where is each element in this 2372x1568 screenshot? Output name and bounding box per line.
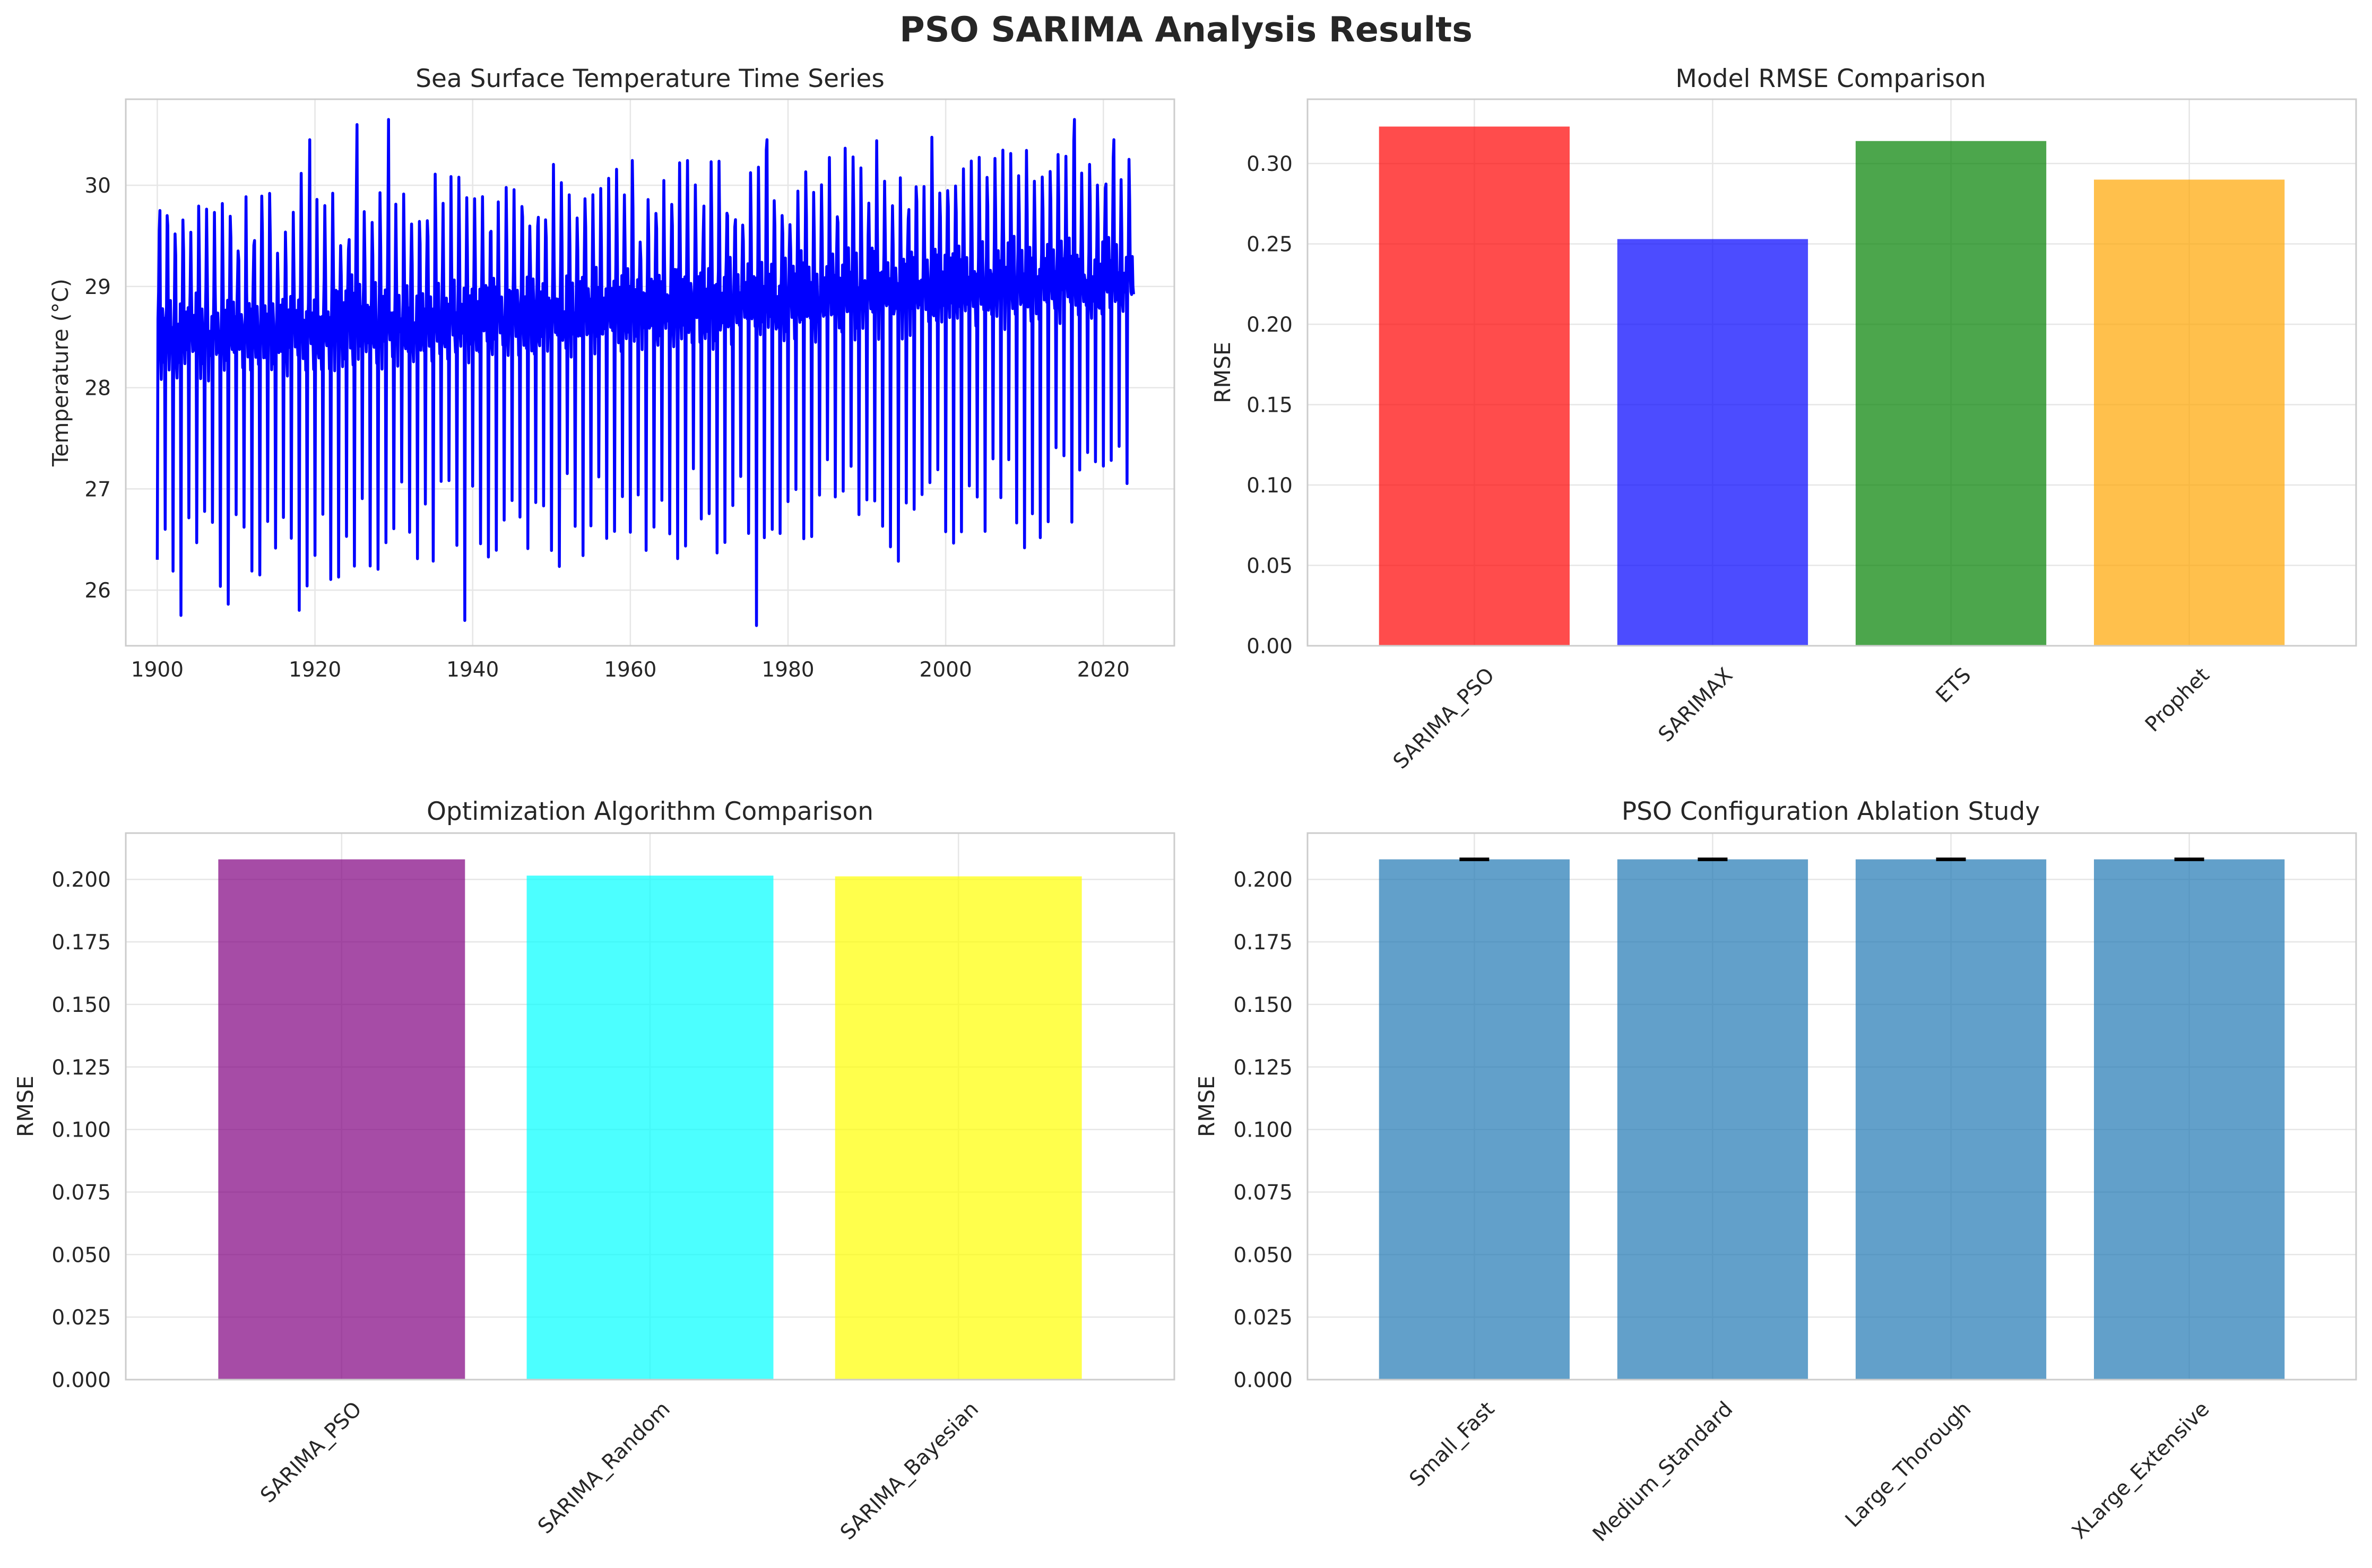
ablation-errorbar <box>2174 857 2204 861</box>
model-rmse-xtick-label: SARIMA_PSO <box>1389 663 1499 774</box>
ablation-title: PSO Configuration Ablation Study <box>1622 797 2040 826</box>
opt-algo-ytick-label: 0.000 <box>51 1368 111 1392</box>
opt-algo-ytick-label: 0.175 <box>51 931 111 955</box>
model-rmse-frame <box>1306 98 2357 647</box>
model-rmse-bar-ets <box>1855 141 2047 646</box>
model-rmse-title: Model RMSE Comparison <box>1675 64 1986 93</box>
ablation-ytick-label: 0.200 <box>1233 868 1293 892</box>
opt-algo-ytick-label: 0.025 <box>51 1306 111 1330</box>
ablation-xtick-label: Small_Fast <box>1405 1397 1500 1492</box>
ablation-bar-medium-standard <box>1617 859 1808 1380</box>
sst-xtick-label: 2000 <box>920 658 972 682</box>
sst-ytick-label: 30 <box>84 174 111 198</box>
model-rmse-ytick-label: 0.30 <box>1246 152 1293 176</box>
opt-algo-bar-sarima-pso <box>218 859 465 1380</box>
ablation-bar-large-thorough <box>1855 859 2047 1380</box>
model-rmse-ytick-label: 0.05 <box>1246 555 1293 578</box>
opt-algo-ytick-label: 0.100 <box>51 1119 111 1142</box>
model-rmse-ytick-label: 0.10 <box>1246 474 1293 498</box>
sst-ticks: 1900 1920 1940 1960 1980 2000 2020 26 27 28 29 30 <box>84 174 1130 682</box>
opt-algo-ytick-label: 0.125 <box>51 1056 111 1080</box>
opt-algo-ytick-label: 0.075 <box>51 1181 111 1205</box>
ablation-ytick-label: 0.000 <box>1233 1368 1293 1392</box>
model-rmse-bar-sarimax <box>1617 239 1808 646</box>
ablation-errorbar <box>1459 857 1490 861</box>
opt-algo-xtick-label: SARIMA_PSO <box>256 1397 366 1508</box>
ablation-errorbar <box>1698 857 1728 861</box>
model-rmse-panel: Model RMSE Comparison 0.00 0.05 0.10 0.15 0.… <box>1210 64 2357 774</box>
model-rmse-ytick-label: 0.15 <box>1246 394 1293 418</box>
sst-ytick-label: 29 <box>84 275 111 299</box>
model-rmse-ytick-label: 0.25 <box>1246 233 1293 257</box>
ablation-ytick-label: 0.100 <box>1233 1119 1293 1142</box>
model-rmse-ylabel: RMSE <box>1210 342 1235 403</box>
ablation-xtick-label: XLarge_Extensive <box>2067 1397 2214 1544</box>
opt-algo-title: Optimization Algorithm Comparison <box>427 797 873 826</box>
ablation-ylabel: RMSE <box>1194 1076 1219 1137</box>
ablation-ytick-label: 0.175 <box>1233 931 1293 955</box>
ablation-panel: PSO Configuration Ablation Study 0.000 0.… <box>1194 797 2357 1546</box>
ablation-ytick-label: 0.150 <box>1233 993 1293 1017</box>
model-rmse-xtick-label: SARIMAX <box>1654 663 1738 747</box>
model-rmse-bars <box>1379 126 2285 646</box>
sst-line <box>155 118 1135 627</box>
opt-algo-ylabel: RMSE <box>13 1076 38 1137</box>
ablation-ytick-label: 0.125 <box>1233 1056 1293 1080</box>
model-rmse-ytick-label: 0.00 <box>1246 635 1293 659</box>
opt-algo-bar-sarima-bayesian <box>835 876 1082 1380</box>
ablation-bars <box>1379 857 2285 1380</box>
opt-algo-bars <box>218 859 1082 1380</box>
ablation-frame <box>1306 832 2357 1381</box>
sst-ytick-label: 26 <box>84 579 111 603</box>
model-rmse-bar-sarima-pso <box>1379 126 1570 646</box>
sst-panel: Sea Surface Temperature Time Series 1900… <box>48 64 1175 682</box>
ablation-ytick-label: 0.075 <box>1233 1181 1293 1205</box>
opt-algo-panel: Optimization Algorithm Comparison 0.000 0… <box>13 797 1175 1545</box>
ablation-bar-xlarge-extensive <box>2094 859 2285 1380</box>
sst-ylabel: Temperature (°C) <box>48 279 73 467</box>
model-rmse-xtick-label: Prophet <box>2141 663 2214 737</box>
opt-algo-ytick-label: 0.200 <box>51 868 111 892</box>
sst-ytick-label: 27 <box>84 478 111 501</box>
sst-xtick-label: 1960 <box>604 658 656 682</box>
model-rmse-ytick-label: 0.20 <box>1246 313 1293 337</box>
sst-title: Sea Surface Temperature Time Series <box>415 64 885 93</box>
sst-frame <box>125 98 1175 647</box>
opt-algo-bar-sarima-random <box>526 876 774 1380</box>
ablation-xtick-label: Large_Thorough <box>1841 1397 1976 1532</box>
ablation-errorbar <box>1936 857 1966 861</box>
opt-algo-frame <box>125 832 1175 1381</box>
sst-series <box>155 118 1135 627</box>
sst-ytick-label: 28 <box>84 377 111 401</box>
sst-xtick-label: 2020 <box>1077 658 1130 682</box>
ablation-bar-small-fast <box>1379 859 1570 1380</box>
model-rmse-bar-prophet <box>2094 179 2285 646</box>
opt-algo-xtick-label: SARIMA_Random <box>533 1397 675 1539</box>
sst-xtick-label: 1920 <box>289 658 341 682</box>
sst-xtick-label: 1900 <box>131 658 184 682</box>
opt-algo-ytick-label: 0.050 <box>51 1243 111 1267</box>
sst-xtick-label: 1940 <box>446 658 499 682</box>
opt-algo-xtick-label: SARIMA_Bayesian <box>836 1397 983 1545</box>
model-rmse-xtick-label: ETS <box>1932 663 1976 708</box>
sst-xtick-label: 1980 <box>761 658 814 682</box>
figure-title: PSO SARIMA Analysis Results <box>899 10 1473 50</box>
ablation-xtick-label: Medium_Standard <box>1588 1397 1737 1546</box>
ablation-ytick-label: 0.025 <box>1233 1306 1293 1330</box>
opt-algo-ytick-label: 0.150 <box>51 993 111 1017</box>
ablation-ytick-label: 0.050 <box>1233 1243 1293 1267</box>
